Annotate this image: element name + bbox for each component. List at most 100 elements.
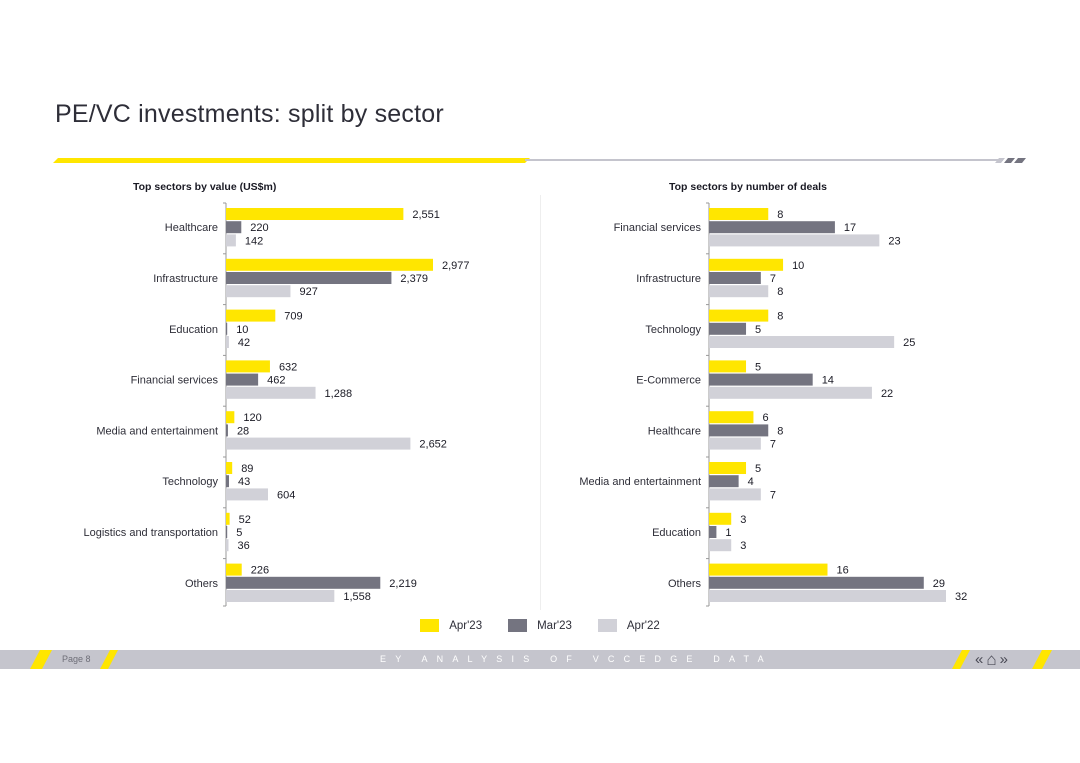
value-data-label-apr23: 52 [239,514,251,526]
value-category-label: Financial services [131,375,219,387]
deals-data-label-mar23: 14 [822,375,834,387]
deals-data-label-apr22: 25 [903,337,915,349]
deals-category-label: Infrastructure [636,273,701,285]
value-category-label: Healthcare [165,222,218,234]
deals-data-label-apr23: 5 [755,463,761,475]
legend-label-mar23: Mar'23 [537,619,572,632]
deals-data-label-apr23: 8 [777,209,783,221]
deals-bar-mar23 [709,475,739,488]
deals-data-label-apr22: 32 [955,591,967,603]
value-bar-apr23 [226,309,276,322]
value-data-label-apr23: 89 [241,463,253,475]
footer-left-stripe-2 [100,650,118,669]
deals-bar-mar23 [709,221,835,234]
value-data-label-mar23: 10 [236,324,248,336]
value-bar-apr22 [226,336,229,348]
deals-data-label-mar23: 1 [725,527,731,539]
deals-bar-mar23 [709,424,769,437]
deals-bar-apr23 [709,208,769,220]
value-bar-mar23 [226,373,259,386]
value-bar-apr22 [226,234,236,247]
deals-bar-apr23 [709,563,828,576]
previous-icon[interactable]: « [975,651,984,668]
value-data-label-apr23: 632 [279,361,297,373]
value-bar-apr23 [226,563,242,576]
title-underline-rule [53,158,1026,163]
deals-data-label-apr23: 16 [837,565,849,577]
deals-category-label: Education [652,527,701,539]
value-bar-apr23 [226,512,230,525]
next-icon[interactable]: » [999,651,1008,668]
value-bar-mar23 [226,576,381,589]
deals-category-label: Financial services [614,222,702,234]
value-bar-apr23 [226,360,270,373]
value-category-label: Infrastructure [153,273,218,285]
value-bar-apr23 [226,258,433,271]
deals-bar-mar23 [709,373,813,386]
title-rule-end-stripe [995,158,1005,163]
value-data-label-mar23: 28 [237,425,249,437]
chart-legend: Apr'23 Mar'23 Apr'22 [0,619,1080,632]
value-bar-apr23 [226,208,404,220]
value-data-label-mar23: 5 [236,527,242,539]
footer-bar [0,650,1080,669]
value-category-label: Logistics and transportation [83,527,218,539]
legend-label-apr22: Apr'22 [626,619,660,632]
value-data-label-apr23: 709 [284,311,302,323]
deals-bar-apr22 [709,590,946,602]
value-data-label-mar23: 462 [267,375,285,387]
value-data-label-apr22: 42 [238,337,250,349]
deals-data-label-apr22: 3 [740,540,746,552]
title-rule-end-stripe [1004,158,1015,163]
deals-data-label-apr23: 10 [792,260,804,272]
deals-bar-apr22 [709,285,769,298]
deals-chart-title: Top sectors by number of deals [669,181,827,193]
legend-label-apr23: Apr'23 [449,619,483,632]
deals-data-label-apr22: 8 [777,286,783,298]
legend-swatch-apr23 [420,619,440,632]
deals-bar-mar23 [709,322,747,335]
value-data-label-apr22: 1,288 [325,388,353,400]
deals-data-label-apr22: 7 [770,489,776,501]
value-data-label-apr22: 604 [277,489,295,501]
value-category-label: Education [169,324,218,336]
charts-divider [540,195,541,610]
deals-data-label-apr22: 7 [770,439,776,451]
deals-data-label-mar23: 17 [844,222,856,234]
deals-bar-apr22 [709,234,880,247]
value-data-label-apr23: 226 [251,565,269,577]
deals-bar-apr22 [709,488,761,501]
value-data-label-mar23: 220 [250,222,268,234]
value-data-label-apr22: 36 [238,540,250,552]
deals-bar-apr22 [709,437,761,450]
value-bar-mar23 [226,322,228,335]
value-data-label-apr22: 927 [299,286,317,298]
value-bar-mar23 [226,526,228,538]
deals-bar-apr23 [709,309,769,322]
value-data-label-mar23: 43 [238,476,250,488]
value-data-label-apr22: 1,558 [343,591,371,603]
value-data-label-apr22: 2,652 [419,439,447,451]
footer-source-text: EY ANALYSIS OF VCCEDGE DATA [380,654,773,664]
value-data-label-apr23: 120 [243,412,261,424]
value-category-label: Others [185,578,219,590]
deals-bar-apr23 [709,258,784,271]
deals-data-label-mar23: 8 [777,425,783,437]
value-bar-apr22 [226,285,291,298]
deals-bar-mar23 [709,576,924,589]
legend-item-mar23: Mar'23 [508,619,572,632]
footer-left-stripe [30,650,52,669]
deals-bar-mar23 [709,526,717,538]
value-bar-mar23 [226,272,392,284]
value-bar-apr23 [226,462,233,474]
value-bar-mar23 [226,221,242,234]
home-icon[interactable]: ⌂ [986,650,997,669]
value-data-label-apr22: 142 [245,235,263,247]
value-bar-apr22 [226,386,316,399]
value-bar-apr22 [226,539,229,552]
deals-category-label: Healthcare [648,425,701,437]
legend-item-apr22: Apr'22 [597,619,660,632]
deals-category-label: E-Commerce [636,375,701,387]
deals-data-label-apr23: 8 [777,311,783,323]
value-data-label-mar23: 2,219 [389,578,417,590]
